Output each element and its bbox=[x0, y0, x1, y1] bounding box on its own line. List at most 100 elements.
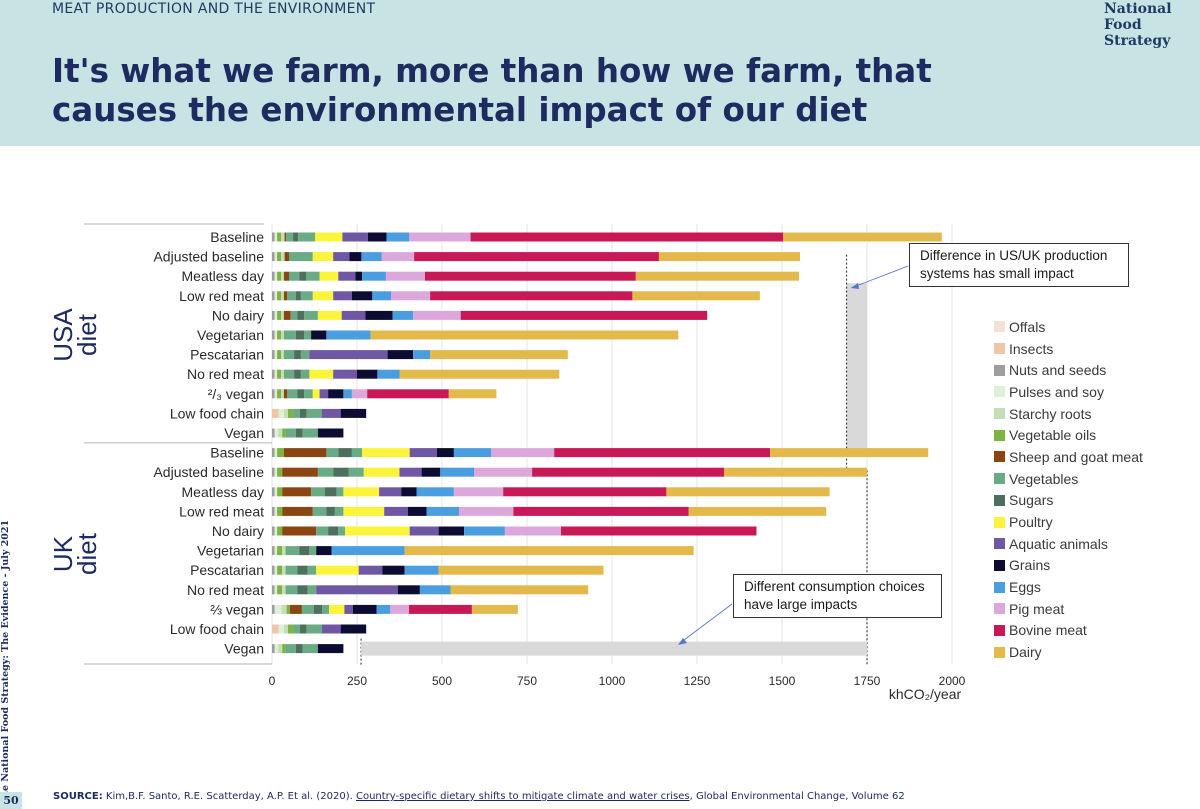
bar-segment-vegetable-oils bbox=[277, 467, 283, 477]
bar-segment-bovine-meat bbox=[409, 604, 472, 614]
source-rest: , Global Environmental Change, Volume 62 bbox=[689, 791, 905, 802]
callout-pointer bbox=[679, 603, 733, 644]
category-label: ²/₃ vegan bbox=[208, 386, 264, 402]
bar-segment-pulses-and-soy bbox=[274, 565, 278, 575]
source-label: SOURCE: bbox=[53, 791, 103, 802]
bar-segment-aquatic-animals bbox=[321, 624, 341, 634]
legend-swatch bbox=[994, 321, 1005, 333]
bar-segment-dairy bbox=[404, 546, 694, 556]
bar-segment-dairy bbox=[399, 369, 560, 379]
legend-swatch bbox=[994, 603, 1005, 615]
bar-segment-sugars bbox=[295, 644, 303, 654]
callout-pointer bbox=[850, 265, 909, 289]
x-axis-unit: khCO₂/year bbox=[889, 686, 962, 702]
category-label: Meatless day bbox=[182, 484, 264, 500]
bar-segment-vegetables bbox=[285, 644, 296, 654]
bar-segment-vegetables bbox=[322, 604, 330, 614]
bar-segment-eggs bbox=[343, 389, 352, 399]
legend-label: Vegetables bbox=[1009, 470, 1079, 487]
bar-segment-vegetables bbox=[298, 232, 316, 242]
group-label-line: diet bbox=[72, 532, 102, 575]
bar-segment-poultry bbox=[329, 604, 345, 614]
bar-segment-vegetables bbox=[285, 428, 296, 438]
bar-segment-bovine-meat bbox=[532, 467, 725, 477]
bar-segment-pulses-and-soy bbox=[274, 252, 278, 262]
bar-segment-vegetables bbox=[286, 232, 294, 242]
bar-segment-sugars bbox=[297, 585, 308, 595]
bar-segment-pulses-and-soy bbox=[274, 428, 279, 438]
bar-segment-vegetable-oils bbox=[277, 330, 282, 340]
category-label: Vegan bbox=[224, 425, 264, 441]
bar-segment-grains bbox=[340, 624, 367, 634]
bar-segment-dairy bbox=[666, 487, 830, 497]
legend-label: Vegetable oils bbox=[1009, 427, 1097, 444]
legend-swatch bbox=[994, 516, 1005, 528]
brand-logo: National Food Strategy bbox=[1104, 1, 1172, 49]
bar-segment-grains bbox=[351, 291, 373, 301]
bar-segment-pulses-and-soy bbox=[278, 408, 284, 418]
legend-label: Insects bbox=[1009, 340, 1054, 357]
group-label-line: diet bbox=[72, 313, 102, 356]
bar-segment-vegetables bbox=[283, 369, 295, 379]
bar-segment-pulses-and-soy bbox=[274, 330, 278, 340]
bar-segment-bovine-meat bbox=[470, 232, 784, 242]
bar-segment-grains bbox=[397, 585, 420, 595]
legend-label: Eggs bbox=[1009, 579, 1041, 596]
x-tick-label: 2000 bbox=[939, 674, 966, 688]
bar-segment-grains bbox=[408, 506, 427, 516]
bar-segment-sugars bbox=[333, 467, 349, 477]
bar-segment-eggs bbox=[416, 487, 454, 497]
bar-segment-poultry bbox=[319, 271, 339, 281]
bar-segment-pulses-and-soy bbox=[274, 350, 278, 360]
bar-segment-vegetables bbox=[336, 487, 344, 497]
bar-segment-vegetable-oils bbox=[277, 252, 282, 262]
bar-segment-vegetable-oils bbox=[282, 644, 286, 654]
bar-segment-pulses-and-soy bbox=[274, 448, 278, 458]
bar-segment-bovine-meat bbox=[503, 487, 667, 497]
bar-segment-starchy-roots bbox=[281, 604, 287, 614]
bar-segment-aquatic-animals bbox=[316, 585, 398, 595]
bar-segment-vegetables bbox=[316, 526, 329, 536]
bar-segment-vegetables bbox=[283, 350, 295, 360]
bar-segment-sheep-and-goat-meat bbox=[283, 389, 288, 399]
bar-segment-sugars bbox=[294, 369, 301, 379]
bar-segment-dairy bbox=[450, 585, 589, 595]
bar-segment-eggs bbox=[361, 252, 382, 262]
bar-segment-eggs bbox=[362, 271, 386, 281]
category-label: Vegetarian bbox=[197, 543, 264, 559]
bar-segment-sugars bbox=[328, 526, 339, 536]
bar-segment-pulses-and-soy bbox=[274, 526, 278, 536]
bar-segment-eggs bbox=[419, 585, 451, 595]
bar-segment-nuts-and-seeds bbox=[272, 232, 275, 242]
legend-label: Bovine meat bbox=[1009, 622, 1087, 639]
bar-segment-dairy bbox=[724, 467, 867, 477]
bar-segment-eggs bbox=[453, 448, 492, 458]
bar-segment-pulses-and-soy bbox=[274, 232, 278, 242]
bar-segment-aquatic-animals bbox=[321, 408, 341, 418]
bar-segment-vegetable-oils bbox=[277, 369, 282, 379]
bar-segment-poultry bbox=[317, 310, 342, 320]
bar-segment-vegetables bbox=[293, 408, 300, 418]
bar-segment-nuts-and-seeds bbox=[272, 506, 275, 516]
legend-label: Pulses and soy bbox=[1009, 383, 1104, 400]
callout-arrowhead bbox=[851, 283, 859, 289]
bar-segment-nuts-and-seeds bbox=[272, 487, 275, 497]
legend-swatch bbox=[994, 408, 1005, 420]
bar-segment-sugars bbox=[313, 604, 323, 614]
bar-segment-grains bbox=[365, 310, 393, 320]
legend-swatch bbox=[994, 451, 1005, 463]
group-label-line: UK bbox=[48, 535, 78, 572]
bar-segment-pig-meat bbox=[351, 389, 368, 399]
bar-segment-pulses-and-soy bbox=[274, 310, 278, 320]
section-label: MEAT PRODUCTION AND THE ENVIRONMENT bbox=[52, 1, 376, 17]
bar-segment-eggs bbox=[386, 232, 410, 242]
bar-segment-vegetable-oils bbox=[282, 428, 286, 438]
bar-segment-grains bbox=[355, 271, 363, 281]
bar-segment-vegetables bbox=[309, 546, 317, 556]
category-label: Low food chain bbox=[170, 621, 264, 637]
legend-item: Insects bbox=[994, 338, 1143, 360]
bar-segment-grains bbox=[328, 389, 344, 399]
bar-segment-grains bbox=[401, 487, 417, 497]
source-link[interactable]: Country-specific dietary shifts to mitig… bbox=[355, 791, 690, 802]
bar-segment-pig-meat bbox=[453, 487, 504, 497]
